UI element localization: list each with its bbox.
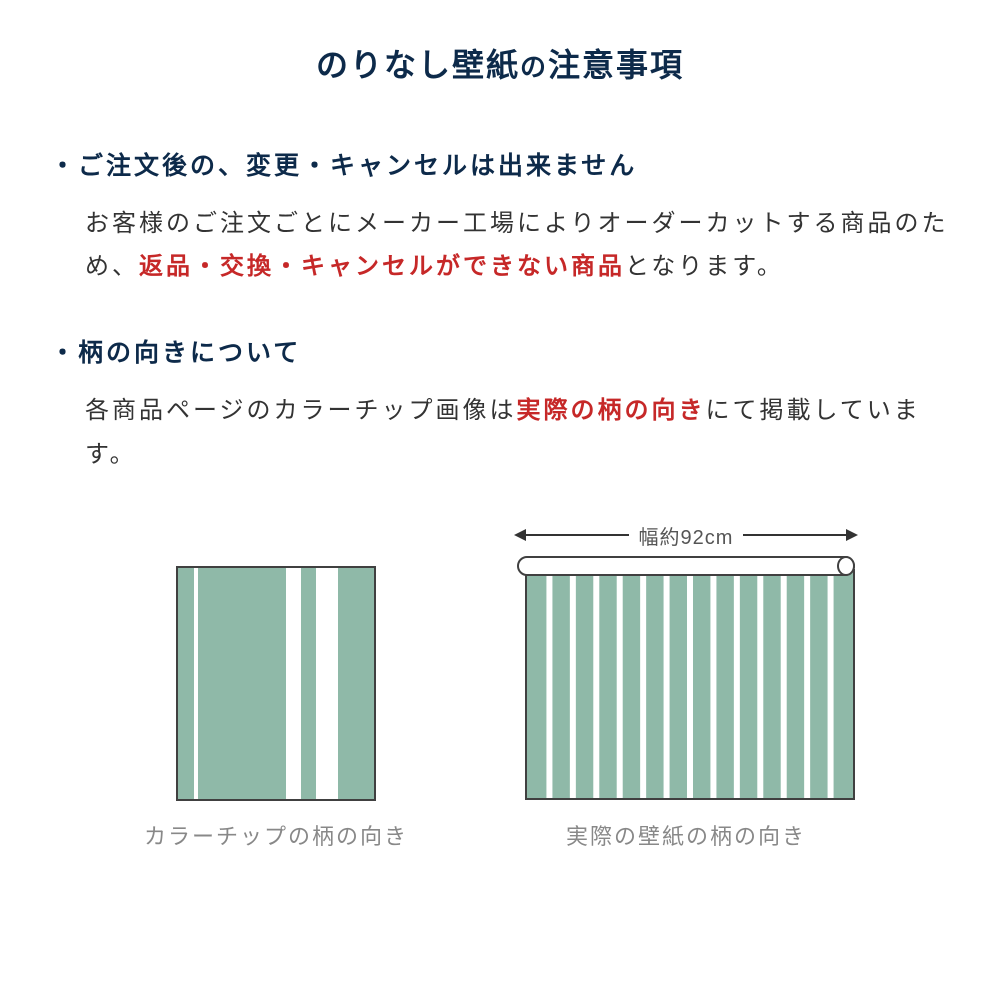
body-pattern-highlight: 実際の柄の向き [517,397,706,424]
page-title: のりなし壁紙の注意事項 [50,40,950,86]
width-arrow: 幅約92cm [516,521,856,550]
title-tail: 注意事項 [548,47,684,83]
heading-pattern: ・柄の向きについて [50,333,950,369]
body-pattern-pre: 各商品ページのカラーチップ画像は [85,397,517,424]
title-sub: の [520,52,548,82]
section-cancel: ・ご注文後の、変更・キャンセルは出来ません お客様のご注文ごとにメーカー工場によ… [50,146,950,288]
body-cancel: お客様のご注文ごとにメーカー工場によりオーダーカットする商品のため、返品・交換・… [50,202,950,288]
width-label: 幅約92cm [639,521,734,550]
body-cancel-highlight: 返品・交換・キャンセルができない商品 [139,253,625,280]
caption-left: カラーチップの柄の向き [144,819,408,851]
body-pattern: 各商品ページのカラーチップ画像は実際の柄の向きにて掲載しています。 [50,389,950,475]
diagram-right: 幅約92cm 実際の壁紙の柄の向き [516,521,856,851]
color-chip-illustration [176,566,376,801]
caption-right: 実際の壁紙の柄の向き [566,819,806,851]
heading-cancel: ・ご注文後の、変更・キャンセルは出来ません [50,146,950,182]
title-main: のりなし壁紙 [316,47,520,83]
section-pattern: ・柄の向きについて 各商品ページのカラーチップ画像は実際の柄の向きにて掲載してい… [50,333,950,475]
body-cancel-post: となります。 [625,253,784,280]
wallpaper-roll-illustration [516,556,856,801]
arrow-right-icon [743,534,856,536]
diagram-row: カラーチップの柄の向き 幅約92cm 実際の壁紙の柄の向き [50,521,950,851]
diagram-left: カラーチップの柄の向き [144,530,408,851]
arrow-left-icon [516,534,629,536]
